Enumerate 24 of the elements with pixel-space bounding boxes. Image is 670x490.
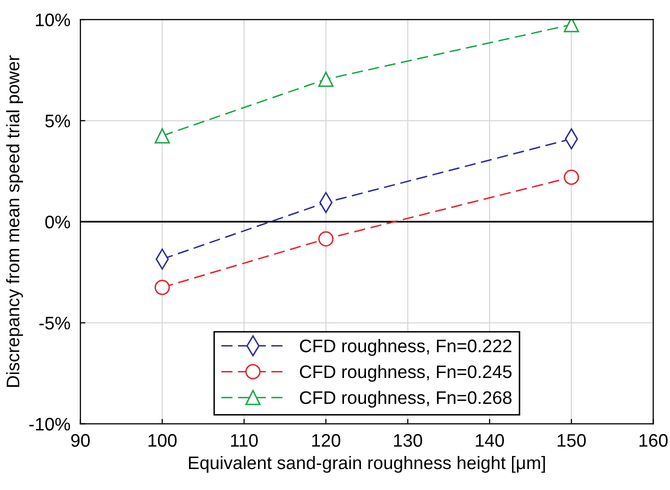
y-tick-label: 10% — [36, 14, 70, 26]
legend-label: CFD roughness, Fn=0.222 — [300, 339, 512, 356]
point — [318, 72, 334, 87]
x-tick-label: 110 — [231, 434, 258, 447]
y-tick-label: -5% — [39, 316, 70, 330]
point — [564, 170, 580, 185]
x-tick-label: 120 — [312, 434, 340, 447]
x-tick-label: 130 — [394, 434, 422, 447]
point — [318, 231, 334, 247]
point — [154, 280, 170, 296]
point — [564, 20, 580, 32]
y-tick-label: 5% — [45, 114, 70, 128]
point — [154, 128, 170, 144]
legend-label: CFD roughness, Fn=0.268 — [300, 390, 512, 408]
y-tick-label: -10% — [29, 418, 70, 431]
x-tick-label: 150 — [558, 434, 586, 447]
x-tick-label: 160 — [640, 434, 668, 447]
y-tick-label: 0% — [45, 216, 70, 228]
x-axis-title: Equivalent sand-grain roughness height [μm] — [188, 456, 545, 473]
x-tick-label: 140 — [476, 434, 504, 447]
x-tick-label: 100 — [148, 434, 177, 447]
y-axis-title: Discrepancy from mean speed trial power — [6, 55, 23, 387]
legend-label: CFD roughness, Fn=0.245 — [300, 364, 512, 382]
x-tick-label: 90 — [71, 434, 90, 447]
